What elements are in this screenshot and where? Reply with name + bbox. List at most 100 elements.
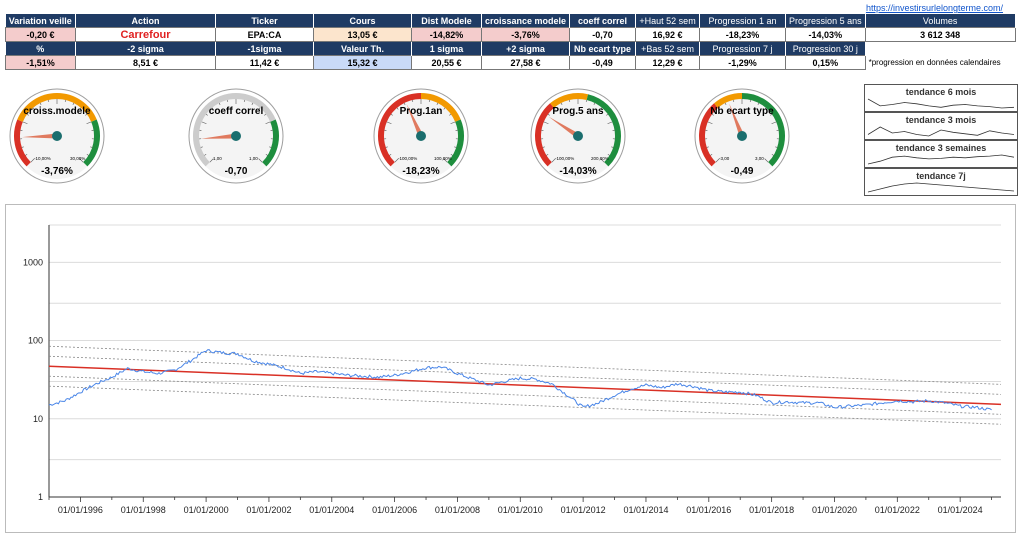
gauge-tick (209, 158, 214, 163)
gauge-tick (546, 154, 549, 156)
gauge-tick (390, 114, 393, 116)
y-tick-label: 100 (28, 336, 43, 346)
table-cell-variation-veille: -1,51% (5, 55, 76, 70)
gauge-tick (560, 102, 563, 105)
x-tick-label: 01/01/2014 (623, 505, 668, 515)
trend-label: tendance 3 mois (905, 115, 977, 125)
x-tick-label: 01/01/2024 (938, 505, 983, 515)
gauge-tick (607, 121, 613, 125)
gauge-needle (22, 133, 58, 139)
gauge-dial (694, 88, 790, 184)
gauge-tick (707, 121, 713, 125)
gauge-tick (443, 107, 446, 110)
gauge-min-label: -100,00% (398, 156, 418, 161)
gauge-tick (600, 158, 605, 163)
gauge-hub (52, 131, 62, 141)
table-header-progression-5-ans: Progression 5 ans (785, 14, 866, 28)
gauge-tick (32, 107, 35, 110)
gauge-tick (454, 146, 457, 148)
gauge-needle (548, 116, 580, 139)
table-header-coeff-correl: coeff correl (569, 14, 637, 28)
table-cell-dist-modele: 20,55 € (411, 55, 482, 70)
y-tick-label: 1 (38, 492, 43, 502)
sigma-band-line (48, 345, 1002, 385)
x-tick-label: 01/01/2006 (372, 505, 417, 515)
gauge-coeff-correl: coeff correl 1,00 1,00 -0,70 (186, 86, 286, 186)
y-tick-label: 10 (33, 414, 43, 424)
table-header-: % (5, 41, 76, 56)
table-cell-coeff-correl: -0,70 (569, 27, 637, 42)
trend-sparkline (867, 154, 1015, 165)
table-header-ticker: Ticker (215, 14, 314, 28)
trend-sparkline (867, 98, 1015, 109)
gauge-hub (737, 131, 747, 141)
gauge-max-label: 3,00 (755, 156, 764, 161)
gauge-max-label: 100,00% (434, 156, 452, 161)
gauge-tick (547, 114, 550, 116)
gauge-tick (385, 146, 388, 148)
table-header-bas-52-sem: +Bas 52 sem (635, 41, 701, 56)
gauge-tick (25, 154, 28, 156)
gauge-tick (543, 121, 549, 125)
header-row-2: % -2 sigma -1sigma Valeur Th. 1 sigma +2 sigm… (5, 41, 1016, 56)
price-chart-svg: 1 10 100 1000 01/01/1996 01/01/1998 01/01/2000… (23, 224, 1002, 515)
x-tick-label: 01/01/2018 (749, 505, 794, 515)
x-tick-label: 01/01/2010 (498, 505, 543, 515)
gauge-max-label: 1,00 (249, 156, 258, 161)
table-header-valeur-th: Valeur Th. (313, 41, 412, 56)
gauge-tick (86, 121, 92, 125)
gauge-tick (200, 146, 203, 148)
table-cell-cours: 13,05 € (313, 27, 412, 42)
gauge-hub (231, 131, 241, 141)
gauge-hub (416, 131, 426, 141)
x-tick-label: 01/01/2002 (246, 505, 291, 515)
gauge-tick (21, 146, 24, 148)
trend-line (867, 98, 1015, 109)
trend-model-line (48, 365, 1002, 406)
table-cell-progression-5-ans: -14,03% (785, 27, 866, 42)
table-cell-action: 8,51 € (75, 55, 216, 70)
table-header-2-sigma: +2 sigma (481, 41, 571, 56)
gauge-tick (394, 158, 399, 163)
gauge-croiss-modele: croiss.modele -10,00% 30,00% -3,76% (7, 86, 107, 186)
site-link[interactable]: https://investirsurlelongterme.com/ (865, 3, 1003, 13)
price-chart: 1 10 100 1000 01/01/1996 01/01/1998 01/01/2000… (5, 204, 1016, 533)
trend-sparkline (867, 126, 1015, 137)
gauge-title: croiss.modele (23, 106, 91, 117)
table-cell-croissance-modele: -3,76% (480, 27, 571, 42)
gauge-tick (72, 102, 75, 105)
trend-tendance-6-mois: tendance 6 mois (864, 84, 1018, 112)
table-cell-dist-modele: -14,82% (411, 27, 482, 42)
table-header-2-sigma: -2 sigma (75, 41, 216, 56)
gauge-tick (600, 107, 603, 110)
table-header-action: Action (75, 14, 216, 28)
gauge-tick (264, 114, 267, 116)
header-row-1: Variation veille Action Ticker Cours Dist Mo… (5, 14, 1016, 28)
table-header-1-sigma: 1 sigma (411, 41, 482, 56)
trend-label: tendance 6 mois (905, 87, 977, 97)
gauge-tick (710, 154, 713, 156)
stats-table: Variation veille Action Ticker Cours Dist Mo… (5, 14, 1016, 70)
gauge-tick (607, 154, 610, 156)
trend-line (867, 154, 1015, 165)
table-header-progression-1-an: Progression 1 an (699, 14, 787, 28)
gauge-tick (22, 121, 28, 125)
trend-label: tendance 7j (916, 171, 966, 181)
gauge-title: Nb ecart type (710, 106, 774, 117)
gauge-tick (389, 154, 392, 156)
gauge-tick (606, 114, 609, 116)
table-header-dist-modele: Dist Modele (411, 14, 482, 28)
gauge-range-arc (17, 93, 97, 122)
gauge-range-arc (699, 103, 719, 167)
x-tick-label: 01/01/2016 (686, 505, 731, 515)
gauge-range-arc (714, 93, 743, 108)
gauge-tick (553, 107, 556, 110)
gauge-value: -3,76% (41, 166, 73, 177)
table-cell-progression-5-ans: 0,15% (785, 55, 866, 70)
gauge-needle (406, 104, 424, 138)
gauge-min-label: -10,00% (34, 156, 51, 161)
gauge-range-arc (586, 94, 621, 167)
table-cell-progression-1-an: -1,29% (699, 55, 787, 70)
x-tick-label: 01/01/2012 (561, 505, 606, 515)
gauge-tick (201, 121, 207, 125)
